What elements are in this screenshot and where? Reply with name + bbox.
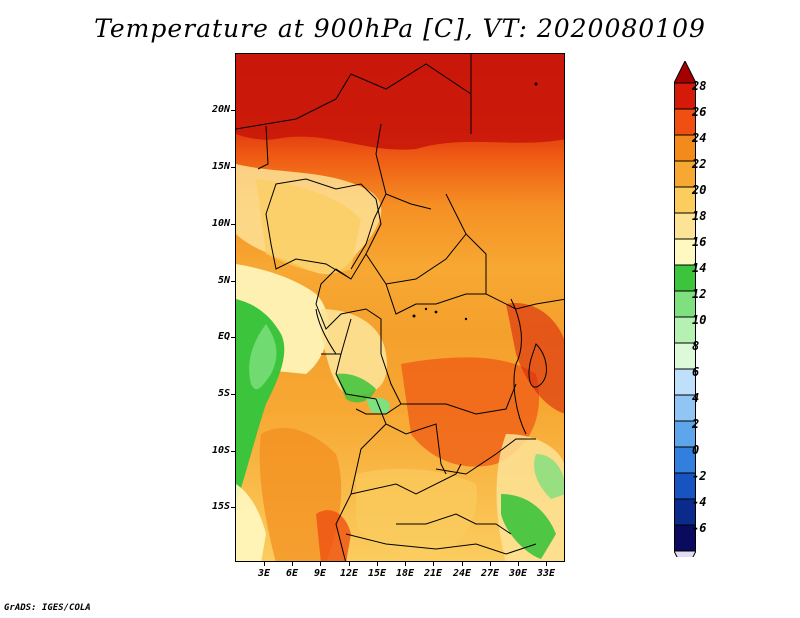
lon-tick <box>518 562 519 566</box>
colorbar-label-8: 8 <box>692 339 700 353</box>
lat-label-20n: 20N <box>211 104 230 115</box>
lat-tick <box>231 507 235 508</box>
lon-tick <box>292 562 293 566</box>
lon-label-27e: 27E <box>480 568 500 579</box>
colorbar-label-neg2: -2 <box>692 469 707 483</box>
colorbar-label-22: 22 <box>692 157 707 171</box>
lon-label-9e: 9E <box>313 568 327 579</box>
colorbar-label-0: 0 <box>692 443 700 457</box>
colorbar-label-18: 18 <box>692 209 707 223</box>
colorbar <box>673 59 697 575</box>
lon-label-12e: 12E <box>339 568 359 579</box>
colorbar-label-14: 14 <box>692 261 707 275</box>
lat-label-15s: 15S <box>211 501 230 512</box>
lat-label-5n: 5N <box>217 275 230 286</box>
colorbar-label-16: 16 <box>692 235 707 249</box>
lat-tick <box>231 281 235 282</box>
lon-tick <box>433 562 434 566</box>
grads-credit: GrADS: IGES/COLA <box>4 603 91 613</box>
lat-label-eq: EQ <box>217 331 230 342</box>
lat-tick <box>231 337 235 338</box>
colorbar-label-26: 26 <box>692 105 707 119</box>
colorbar-label-neg4: -4 <box>692 495 707 509</box>
lon-label-6e: 6E <box>285 568 299 579</box>
lon-tick <box>405 562 406 566</box>
colorbar-label-10: 10 <box>692 313 707 327</box>
lat-label-10n: 10N <box>211 218 230 229</box>
colorbar-label-6: 6 <box>692 365 700 379</box>
lat-label-15n: 15N <box>211 161 230 172</box>
lon-label-3e: 3E <box>257 568 271 579</box>
lon-label-24e: 24E <box>452 568 472 579</box>
lat-tick <box>231 110 235 111</box>
lon-tick <box>490 562 491 566</box>
lat-tick <box>231 224 235 225</box>
lon-tick <box>377 562 378 566</box>
lat-tick <box>231 394 235 395</box>
lon-tick <box>462 562 463 566</box>
lon-label-21e: 21E <box>423 568 443 579</box>
lon-label-18e: 18E <box>395 568 415 579</box>
lon-tick <box>349 562 350 566</box>
lat-label-5s: 5S <box>217 388 230 399</box>
lon-label-33e: 33E <box>536 568 556 579</box>
colorbar-label-2: 2 <box>692 417 700 431</box>
lon-tick <box>546 562 547 566</box>
lon-tick <box>320 562 321 566</box>
colorbar-label-neg6: -6 <box>692 521 707 535</box>
lon-label-30e: 30E <box>508 568 528 579</box>
lat-tick <box>231 167 235 168</box>
colorbar-label-28: 28 <box>692 79 707 93</box>
temperature-map <box>235 53 565 562</box>
colorbar-bottom-triangle <box>673 550 697 575</box>
lat-tick <box>231 451 235 452</box>
map-title: Temperature at 900hPa [C], VT: 202008010… <box>94 14 706 43</box>
lon-tick <box>264 562 265 566</box>
colorbar-label-4: 4 <box>692 391 700 405</box>
colorbar-label-24: 24 <box>692 131 707 145</box>
lat-label-10s: 10S <box>211 445 230 456</box>
colorbar-label-12: 12 <box>692 287 707 301</box>
lon-label-15e: 15E <box>367 568 387 579</box>
colorbar-label-20: 20 <box>692 183 707 197</box>
